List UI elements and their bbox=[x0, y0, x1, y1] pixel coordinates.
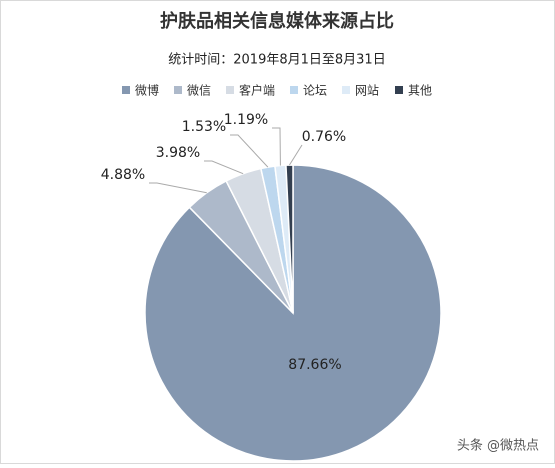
data-label: 1.53% bbox=[182, 119, 226, 135]
watermark: 头条 @微热点 bbox=[457, 438, 539, 454]
legend-label: 其他 bbox=[408, 84, 432, 98]
leader-line bbox=[149, 182, 207, 194]
leader-line bbox=[230, 134, 269, 168]
legend-label: 微博 bbox=[135, 83, 159, 98]
legend-swatch bbox=[290, 86, 298, 94]
legend-label: 微信 bbox=[187, 84, 211, 98]
pie-slice bbox=[285, 164, 294, 314]
data-label: 1.19% bbox=[224, 112, 268, 128]
legend-swatch bbox=[226, 86, 234, 94]
legend-label: 网站 bbox=[355, 84, 379, 98]
chart-subtitle: 统计时间：2019年8月1日至8月31日 bbox=[168, 53, 385, 68]
chart-title: 护肤品相关信息媒体来源占比 bbox=[160, 10, 394, 32]
legend-swatch bbox=[395, 86, 403, 94]
leader-line bbox=[204, 160, 244, 175]
leader-line bbox=[289, 144, 303, 166]
data-label: 3.98% bbox=[156, 145, 200, 161]
legend-swatch bbox=[174, 86, 182, 94]
data-label: 4.88% bbox=[101, 167, 145, 183]
legend-label: 论坛 bbox=[303, 84, 327, 98]
legend-swatch bbox=[342, 86, 350, 94]
data-label: 0.76% bbox=[302, 129, 346, 145]
data-label: 87.66% bbox=[288, 357, 341, 373]
legend-label: 客户端 bbox=[239, 83, 275, 98]
leader-line bbox=[272, 127, 281, 166]
legend-swatch bbox=[122, 86, 130, 94]
